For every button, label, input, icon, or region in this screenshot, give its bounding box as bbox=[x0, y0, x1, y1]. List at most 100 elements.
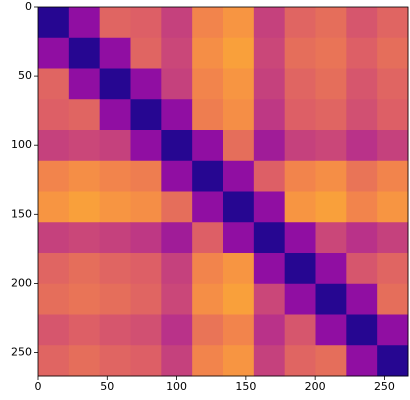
heatmap-cell bbox=[38, 68, 70, 100]
heatmap-cell bbox=[38, 160, 70, 192]
heatmap-cell bbox=[223, 253, 255, 285]
y-tick-label: 250 bbox=[11, 346, 32, 359]
heatmap-cell bbox=[284, 345, 316, 377]
heatmap-cell bbox=[284, 191, 316, 223]
heatmap-cell bbox=[192, 283, 224, 315]
heatmap-cell bbox=[223, 314, 255, 346]
heatmap-cell bbox=[130, 283, 162, 315]
heatmap-cell bbox=[253, 68, 286, 100]
heatmap-cell bbox=[161, 68, 193, 100]
heatmap-cell bbox=[68, 7, 101, 39]
heatmap-cell bbox=[38, 130, 70, 162]
heatmap-cell bbox=[377, 253, 409, 285]
heatmap-cell bbox=[99, 130, 131, 162]
heatmap-cell bbox=[68, 222, 101, 254]
heatmap-cell bbox=[315, 283, 347, 315]
heatmap-cell bbox=[68, 253, 101, 285]
heatmap-cell bbox=[377, 345, 409, 377]
heatmap-cell bbox=[130, 314, 162, 346]
heatmap-cell bbox=[346, 283, 378, 315]
heatmap-cell bbox=[315, 160, 347, 192]
heatmap-cell bbox=[284, 130, 316, 162]
heatmap-cell bbox=[161, 191, 193, 223]
heatmap-cell bbox=[253, 130, 286, 162]
heatmap-cell bbox=[99, 160, 131, 192]
y-tick-label: 50 bbox=[18, 69, 32, 82]
heatmap-cell bbox=[161, 7, 193, 39]
heatmap-cell bbox=[38, 283, 70, 315]
heatmap-cell bbox=[161, 130, 193, 162]
heatmap-cell bbox=[130, 7, 162, 39]
heatmap-cell bbox=[38, 99, 70, 131]
x-tick-label: 150 bbox=[235, 380, 256, 393]
heatmap-cell bbox=[346, 253, 378, 285]
heatmap-cell bbox=[253, 283, 286, 315]
y-tick-label: 150 bbox=[11, 207, 32, 220]
heatmap-cell bbox=[130, 222, 162, 254]
heatmap-cell bbox=[38, 7, 70, 39]
heatmap-cell bbox=[346, 7, 378, 39]
heatmap-cell bbox=[253, 99, 286, 131]
heatmap-cell bbox=[99, 68, 131, 100]
heatmap-cell bbox=[315, 130, 347, 162]
heatmap-cell bbox=[192, 191, 224, 223]
heatmap-cell bbox=[161, 283, 193, 315]
heatmap-cell bbox=[284, 99, 316, 131]
heatmap-cell bbox=[315, 99, 347, 131]
heatmap-cell bbox=[130, 345, 162, 377]
heatmap-cell bbox=[377, 222, 409, 254]
heatmap-cell bbox=[377, 130, 409, 162]
heatmap-cell bbox=[192, 37, 224, 69]
heatmap-cell bbox=[284, 68, 316, 100]
heatmap-cell bbox=[130, 68, 162, 100]
heatmap-cell bbox=[253, 37, 286, 69]
heatmap-cell bbox=[223, 283, 255, 315]
heatmap-cell bbox=[315, 222, 347, 254]
y-tick-label: 200 bbox=[11, 276, 32, 289]
heatmap-cell bbox=[223, 130, 255, 162]
heatmap-cell bbox=[38, 191, 70, 223]
heatmap-cell bbox=[130, 130, 162, 162]
heatmap-cell bbox=[161, 314, 193, 346]
heatmap-cell bbox=[130, 99, 162, 131]
heatmap-cell bbox=[223, 99, 255, 131]
heatmap-cell bbox=[253, 222, 286, 254]
heatmap-cell bbox=[192, 314, 224, 346]
heatmap-cell bbox=[377, 7, 409, 39]
heatmap-cell bbox=[223, 37, 255, 69]
heatmap-cell bbox=[346, 314, 378, 346]
x-tick-label: 200 bbox=[305, 380, 326, 393]
heatmap-cell bbox=[223, 160, 255, 192]
y-tick-label: 0 bbox=[25, 0, 32, 13]
heatmap-cell bbox=[99, 345, 131, 377]
heatmap-cell bbox=[99, 7, 131, 39]
heatmap-cell bbox=[346, 160, 378, 192]
heatmap-cell bbox=[68, 345, 101, 377]
heatmap-cell bbox=[253, 345, 286, 377]
heatmap-cell bbox=[130, 37, 162, 69]
heatmap-cell bbox=[223, 222, 255, 254]
heatmap-cell bbox=[346, 37, 378, 69]
heatmap-cell bbox=[68, 130, 101, 162]
heatmap-cell bbox=[99, 253, 131, 285]
heatmap-cell bbox=[161, 345, 193, 377]
x-tick-label: 50 bbox=[100, 380, 114, 393]
heatmap-cell bbox=[315, 37, 347, 69]
heatmap-cell bbox=[315, 314, 347, 346]
heatmap-cell bbox=[99, 191, 131, 223]
x-tick-label: 0 bbox=[35, 380, 42, 393]
heatmap-cell bbox=[192, 345, 224, 377]
y-tick-label: 100 bbox=[11, 138, 32, 151]
heatmap-cell bbox=[130, 160, 162, 192]
heatmap-cell bbox=[68, 37, 101, 69]
heatmap-cell bbox=[223, 191, 255, 223]
heatmap-cell bbox=[68, 68, 101, 100]
heatmap-cell bbox=[38, 37, 70, 69]
heatmap-cell bbox=[284, 253, 316, 285]
heatmap-cell bbox=[161, 37, 193, 69]
heatmap-cell bbox=[130, 253, 162, 285]
heatmap-cell bbox=[284, 283, 316, 315]
heatmap-cell bbox=[253, 314, 286, 346]
heatmap-cell bbox=[284, 37, 316, 69]
